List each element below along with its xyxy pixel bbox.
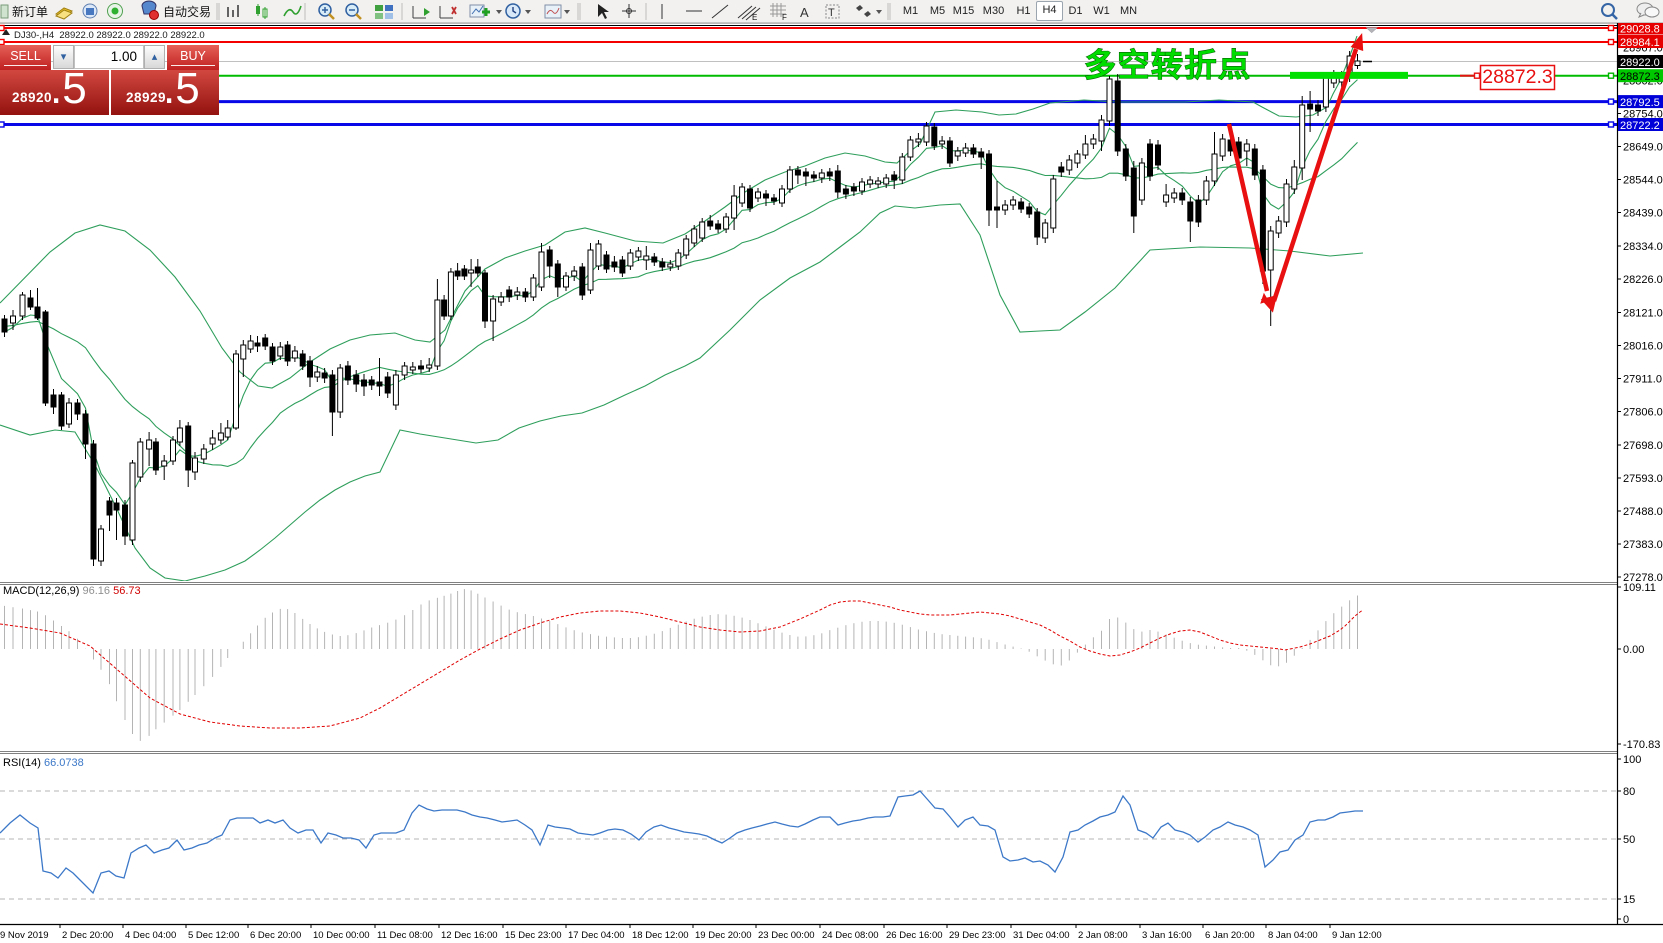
svg-text:5 Dec 12:00: 5 Dec 12:00 [188, 930, 239, 941]
svg-text:MACD(12,26,9) 96.16 56.73: MACD(12,26,9) 96.16 56.73 [3, 585, 141, 597]
svg-text:23 Dec 00:00: 23 Dec 00:00 [758, 930, 815, 941]
svg-text:A: A [800, 5, 809, 20]
svg-text:E: E [752, 13, 757, 22]
svg-text:28722.2: 28722.2 [1620, 120, 1660, 132]
svg-text:10 Dec 00:00: 10 Dec 00:00 [313, 930, 370, 941]
svg-text:26 Dec 16:00: 26 Dec 16:00 [886, 930, 943, 941]
svg-text:DJ30-,H4 28922.0 28922.0 2892: DJ30-,H4 28922.0 28922.0 28922.0 28922.0 [14, 30, 205, 41]
svg-text:11 Dec 08:00: 11 Dec 08:00 [377, 930, 433, 941]
svg-text:27698.0: 27698.0 [1623, 440, 1663, 452]
svg-text:28334.0: 28334.0 [1623, 241, 1663, 253]
svg-text:27488.0: 27488.0 [1623, 506, 1663, 518]
svg-text:新订单: 新订单 [12, 4, 48, 19]
svg-text:0: 0 [1623, 914, 1629, 926]
svg-text:17 Dec 04:00: 17 Dec 04:00 [568, 930, 625, 941]
svg-text:80: 80 [1623, 786, 1635, 798]
svg-text:F: F [782, 13, 787, 22]
svg-text:多空转折点: 多空转折点 [1084, 47, 1252, 83]
svg-text:2 Dec 20:00: 2 Dec 20:00 [62, 930, 113, 941]
svg-text:28649.0: 28649.0 [1623, 142, 1663, 154]
svg-text:8 Jan 04:00: 8 Jan 04:00 [1268, 930, 1318, 941]
svg-text:29028.8: 29028.8 [1620, 24, 1660, 36]
svg-text:-170.83: -170.83 [1623, 739, 1660, 751]
svg-text:100: 100 [1623, 754, 1641, 766]
svg-text:12 Dec 16:00: 12 Dec 16:00 [441, 930, 498, 941]
svg-text:RSI(14) 66.0738: RSI(14) 66.0738 [3, 757, 84, 769]
svg-text:109.11: 109.11 [1623, 582, 1656, 594]
svg-text:28226.0: 28226.0 [1623, 274, 1663, 286]
svg-text:18 Dec 12:00: 18 Dec 12:00 [632, 930, 689, 941]
svg-text:27911.0: 27911.0 [1623, 374, 1662, 386]
svg-text:3 Jan 16:00: 3 Jan 16:00 [1142, 930, 1192, 941]
svg-text:9 Nov 2019: 9 Nov 2019 [0, 930, 49, 941]
svg-text:28754.0: 28754.0 [1623, 109, 1663, 121]
svg-text:29 Dec 23:00: 29 Dec 23:00 [949, 930, 1006, 941]
svg-text:28439.0: 28439.0 [1623, 208, 1663, 220]
svg-text:T: T [828, 7, 835, 19]
svg-text:28544.0: 28544.0 [1623, 175, 1663, 187]
svg-text:19 Dec 20:00: 19 Dec 20:00 [695, 930, 752, 941]
svg-text:28121.0: 28121.0 [1623, 308, 1663, 320]
svg-text:50: 50 [1623, 834, 1635, 846]
svg-text:28872.3: 28872.3 [1620, 71, 1660, 83]
svg-text:28922.0: 28922.0 [1620, 57, 1660, 69]
svg-text:0.00: 0.00 [1623, 644, 1644, 656]
svg-text:9 Jan 12:00: 9 Jan 12:00 [1332, 930, 1382, 941]
svg-text:6 Dec 20:00: 6 Dec 20:00 [250, 930, 301, 941]
svg-text:28016.0: 28016.0 [1623, 341, 1663, 353]
svg-text:27593.0: 27593.0 [1623, 473, 1663, 485]
svg-text:28984.1: 28984.1 [1620, 37, 1660, 49]
svg-text:28872.3: 28872.3 [1482, 66, 1553, 88]
svg-text:27383.0: 27383.0 [1623, 539, 1663, 551]
svg-text:4 Dec 04:00: 4 Dec 04:00 [125, 930, 176, 941]
svg-text:6 Jan 20:00: 6 Jan 20:00 [1205, 930, 1255, 941]
svg-text:15 Dec 23:00: 15 Dec 23:00 [505, 930, 562, 941]
svg-text:28792.5: 28792.5 [1620, 97, 1660, 109]
svg-text:24 Dec 08:00: 24 Dec 08:00 [822, 930, 879, 941]
svg-text:2 Jan 08:00: 2 Jan 08:00 [1078, 930, 1128, 941]
svg-text:27278.0: 27278.0 [1623, 572, 1663, 584]
svg-text:31 Dec 04:00: 31 Dec 04:00 [1013, 930, 1070, 941]
svg-text:15: 15 [1623, 894, 1635, 906]
svg-text:27806.0: 27806.0 [1623, 407, 1663, 419]
svg-text:自动交易: 自动交易 [163, 4, 211, 19]
